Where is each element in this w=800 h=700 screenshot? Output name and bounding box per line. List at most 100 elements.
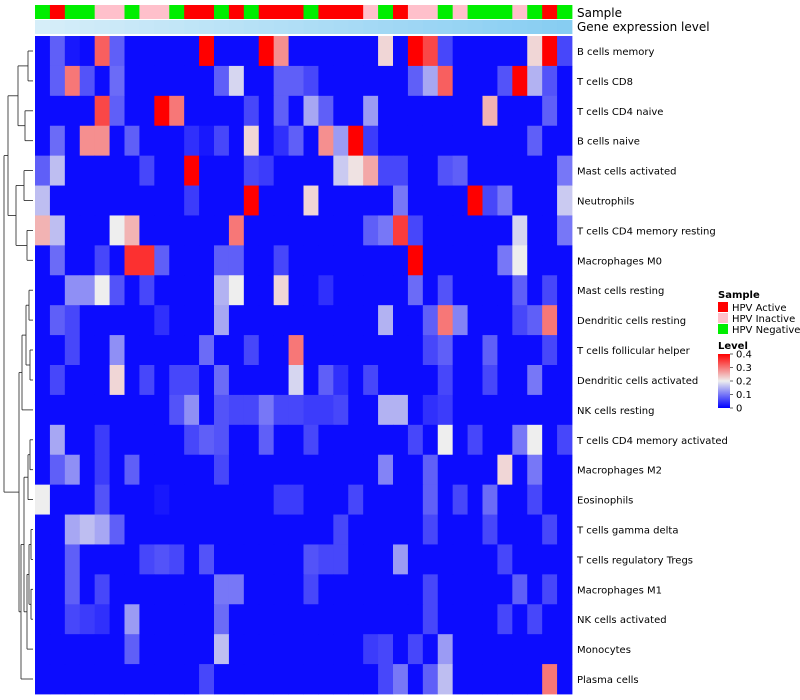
- heatmap-cell: [49, 365, 66, 396]
- heatmap-cell: [467, 664, 483, 695]
- heatmap-cell: [288, 185, 304, 216]
- heatmap-cell: [154, 125, 170, 157]
- row-label: T cells gamma delta: [576, 526, 678, 537]
- row-label: NK cells resting: [577, 406, 654, 417]
- heatmap-cell: [527, 544, 543, 575]
- gene-annotation-cell: [303, 20, 319, 34]
- row-label: Macrophages M0: [577, 256, 662, 267]
- heatmap-cell: [348, 424, 364, 456]
- heatmap-cell: [288, 365, 304, 396]
- heatmap-cell: [437, 424, 454, 456]
- heatmap-cell: [333, 125, 349, 157]
- heatmap-cell: [557, 185, 573, 216]
- row-label: Plasma cells: [577, 675, 639, 686]
- heatmap-cell: [288, 155, 304, 186]
- heatmap-cell: [467, 305, 483, 336]
- heatmap-cell: [199, 275, 215, 306]
- heatmap-cell: [497, 36, 513, 67]
- heatmap-cell: [288, 125, 304, 157]
- heatmap-cell: [258, 574, 275, 605]
- heatmap-cell: [542, 484, 558, 515]
- sample-annotation-cell: [288, 5, 304, 19]
- heatmap-cell: [214, 36, 230, 67]
- heatmap-cell: [258, 215, 275, 246]
- heatmap-cell: [79, 634, 96, 665]
- heatmap-cell: [422, 155, 439, 186]
- heatmap-cell: [303, 604, 319, 635]
- heatmap-cell: [243, 305, 260, 336]
- heatmap-cell: [79, 155, 96, 186]
- heatmap-cell: [199, 305, 215, 336]
- row-label: Dendritic cells activated: [577, 376, 698, 387]
- heatmap-cell: [184, 604, 200, 635]
- heatmap-cell: [318, 95, 334, 127]
- heatmap-cell: [79, 125, 96, 157]
- row-label: Dendritic cells resting: [577, 316, 686, 327]
- heatmap-cell: [214, 544, 230, 575]
- heatmap-cell: [228, 36, 245, 67]
- heatmap-cell: [79, 365, 96, 396]
- heatmap-cell: [482, 215, 498, 246]
- gene-annotation-cell: [348, 20, 364, 34]
- heatmap-cell: [273, 335, 289, 366]
- heatmap-cell: [124, 305, 140, 336]
- heatmap-cell: [527, 484, 543, 515]
- heatmap-cell: [49, 394, 66, 426]
- heatmap-cell: [64, 484, 81, 515]
- heatmap-cell: [393, 664, 409, 695]
- heatmap-cell: [184, 65, 200, 97]
- sample-annotation-cell: [199, 5, 215, 19]
- heatmap-cell: [363, 65, 379, 97]
- heatmap-cell: [228, 604, 245, 635]
- gene-annotation-cell: [124, 20, 140, 34]
- heatmap-cell: [437, 95, 454, 127]
- heatmap-cell: [124, 65, 140, 97]
- heatmap-cell: [243, 335, 260, 366]
- heatmap-cell: [139, 454, 155, 486]
- heatmap-cell: [109, 484, 125, 515]
- heatmap-cell: [184, 95, 200, 127]
- heatmap-cell: [482, 424, 498, 456]
- heatmap-cell: [94, 185, 110, 216]
- heatmap-cell: [184, 155, 200, 186]
- heatmap-cell: [199, 185, 215, 216]
- heatmap-cell: [109, 155, 125, 186]
- heatmap-cell: [35, 155, 51, 186]
- heatmap-cell: [333, 365, 349, 396]
- gene-annotation-cell: [422, 20, 439, 34]
- heatmap-cell: [214, 514, 230, 545]
- heatmap-cell: [169, 95, 185, 127]
- heatmap-cell: [35, 634, 51, 665]
- heatmap-cell: [497, 95, 513, 127]
- heatmap-cell: [228, 424, 245, 456]
- heatmap-cell: [154, 574, 170, 605]
- heatmap-cell: [79, 335, 96, 366]
- heatmap-cell: [333, 514, 349, 545]
- heatmap-cell: [318, 574, 334, 605]
- heatmap-cell: [452, 514, 468, 545]
- heatmap-cell: [273, 305, 289, 336]
- heatmap-cell: [527, 664, 543, 695]
- heatmap-cell: [199, 335, 215, 366]
- heatmap-cell: [512, 36, 528, 67]
- heatmap-cell: [214, 365, 230, 396]
- heatmap-cell: [422, 634, 439, 665]
- sample-annotation-cell: [273, 5, 289, 19]
- heatmap-cell: [94, 335, 110, 366]
- heatmap-cell: [184, 215, 200, 246]
- sample-annotation-cell: [258, 5, 275, 19]
- heatmap-cell: [35, 574, 51, 605]
- heatmap-cell: [35, 484, 51, 515]
- heatmap-cell: [169, 484, 185, 515]
- heatmap-cell: [199, 95, 215, 127]
- heatmap-cell: [497, 125, 513, 157]
- heatmap-cell: [378, 125, 394, 157]
- heatmap-cell: [318, 36, 334, 67]
- heatmap-cell: [467, 335, 483, 366]
- heatmap-cell: [393, 95, 409, 127]
- heatmap-cell: [154, 424, 170, 456]
- sample-annotation-cell: [467, 5, 483, 19]
- heatmap-cell: [348, 544, 364, 575]
- heatmap-cell: [407, 394, 424, 426]
- heatmap-cell: [318, 245, 334, 276]
